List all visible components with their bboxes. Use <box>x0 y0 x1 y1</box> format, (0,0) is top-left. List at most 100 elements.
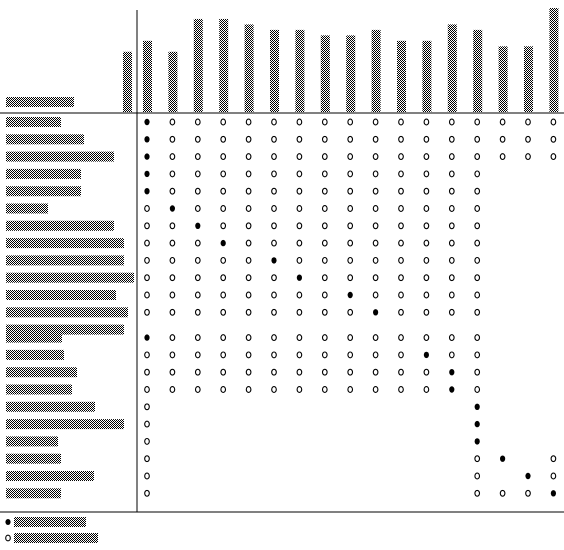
cell-dot-hollow <box>372 386 379 393</box>
column-bar <box>397 40 406 113</box>
cell-dot-filled <box>525 472 531 480</box>
cell-dot-hollow <box>321 386 328 393</box>
cell-dot-hollow <box>347 205 354 212</box>
cell-dot-filled <box>144 188 150 195</box>
cell-dot-hollow <box>372 222 379 230</box>
cell-dot-hollow <box>245 274 252 282</box>
cell-dot-hollow <box>550 118 557 126</box>
legend-label-block <box>14 517 86 527</box>
cell-dot-hollow <box>271 170 277 178</box>
cell-dot-hollow <box>271 239 277 247</box>
row-label-block <box>6 117 61 127</box>
cell-dot-filled <box>169 205 175 212</box>
cell-dot-filled <box>347 291 353 299</box>
cell-dot-filled <box>449 386 455 393</box>
cell-dot-hollow <box>271 274 277 282</box>
cell-dot-hollow <box>499 153 506 161</box>
axes <box>0 10 564 513</box>
cell-dot-hollow <box>194 170 201 178</box>
cell-dot-hollow <box>423 135 430 143</box>
cell-dot-hollow <box>525 489 531 497</box>
cell-dot-hollow <box>144 455 150 463</box>
cell-dot-filled <box>550 490 557 497</box>
row-label-block <box>6 134 84 145</box>
row-label-block <box>6 419 124 430</box>
cell-dot-hollow <box>220 368 227 376</box>
cell-dot-hollow <box>271 291 277 299</box>
cell-dot-hollow <box>398 170 404 178</box>
cell-dot-hollow <box>144 489 150 497</box>
cell-dot-hollow <box>372 334 379 342</box>
cell-dot-hollow <box>245 153 252 161</box>
cell-dot-hollow <box>372 368 379 376</box>
cell-dot-hollow <box>499 135 506 143</box>
cell-dot-hollow <box>448 334 455 342</box>
cell-dot-hollow <box>296 256 303 264</box>
row-label-block <box>6 272 134 283</box>
cell-dot-hollow <box>271 368 277 376</box>
cell-dot-hollow <box>398 187 404 195</box>
matrix-cells <box>144 118 557 497</box>
cell-dot-hollow <box>474 455 481 463</box>
cell-dot-hollow <box>474 472 481 480</box>
cell-dot-hollow <box>245 308 252 316</box>
cell-dot-hollow <box>448 351 455 359</box>
cell-dot-hollow <box>347 153 354 161</box>
cell-dot-hollow <box>448 205 455 212</box>
cell-dot-hollow <box>321 222 328 230</box>
cell-dot-hollow <box>194 205 201 212</box>
cell-dot-hollow <box>321 153 328 161</box>
row-label-block <box>6 401 95 412</box>
cell-dot-hollow <box>499 489 506 497</box>
cell-dot-hollow <box>194 291 201 299</box>
cell-dot-hollow <box>271 308 277 316</box>
column-bar <box>371 29 381 112</box>
row-label-block <box>6 471 94 481</box>
cell-dot-hollow <box>448 256 455 264</box>
cell-dot-hollow <box>474 222 481 230</box>
cell-dot-hollow <box>245 239 252 247</box>
cell-dot-hollow <box>194 135 201 143</box>
cell-dot-hollow <box>169 187 176 195</box>
cell-dot-hollow <box>194 153 201 161</box>
cell-dot-hollow <box>474 256 481 264</box>
cell-dot-hollow <box>347 222 354 230</box>
cell-dot-hollow <box>474 274 481 282</box>
row-label-block <box>6 367 77 378</box>
cell-dot-filled <box>474 403 480 410</box>
column-bar <box>473 29 483 112</box>
cell-dot-filled <box>144 334 150 341</box>
cell-dot-hollow <box>525 135 531 143</box>
cell-dot-hollow <box>423 153 430 161</box>
cell-dot-hollow <box>144 437 150 445</box>
row-label-block <box>6 307 128 318</box>
cell-dot-hollow <box>271 118 277 126</box>
cell-dot-hollow <box>321 274 328 282</box>
cell-dot-hollow <box>423 256 430 264</box>
cell-dot-hollow <box>448 239 455 247</box>
cell-dot-hollow <box>296 205 303 212</box>
cell-dot-hollow <box>220 351 227 359</box>
cell-dot-hollow <box>347 386 354 393</box>
cell-dot-hollow <box>550 153 557 161</box>
cell-dot-hollow <box>296 187 303 195</box>
cell-dot-hollow <box>144 239 150 247</box>
cell-dot-hollow <box>245 187 252 195</box>
cell-dot-hollow <box>423 386 430 393</box>
cell-dot-hollow <box>474 205 481 212</box>
cell-dot-hollow <box>169 153 176 161</box>
cell-dot-hollow <box>220 153 227 161</box>
cell-dot-hollow <box>448 222 455 230</box>
cell-dot-hollow <box>245 135 252 143</box>
cell-dot-hollow <box>169 135 176 143</box>
cell-dot-filled <box>144 136 150 143</box>
cell-dot-hollow <box>372 135 379 143</box>
cell-dot-hollow <box>448 291 455 299</box>
cell-dot-hollow <box>144 472 150 480</box>
row-label-block <box>6 186 81 197</box>
legend-symbol-hollow <box>5 534 11 542</box>
cell-dot-hollow <box>423 308 430 316</box>
cell-dot-hollow <box>144 274 150 282</box>
cell-dot-hollow <box>474 386 481 393</box>
row-label-block <box>6 436 58 447</box>
